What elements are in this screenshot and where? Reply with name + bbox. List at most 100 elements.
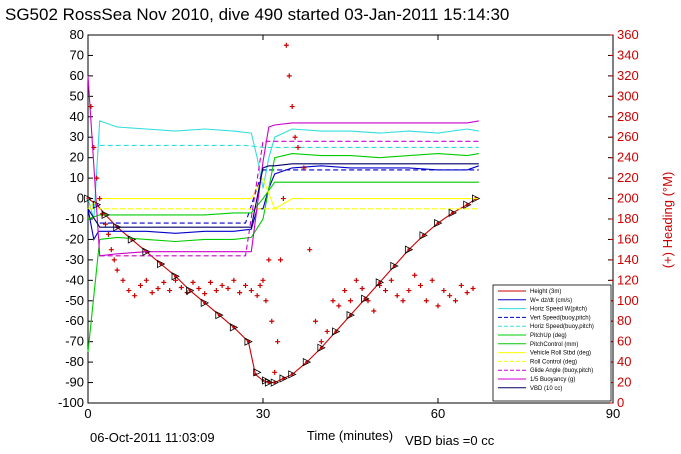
heading-point <box>111 257 117 263</box>
height-point <box>465 203 469 207</box>
heading-point <box>400 298 406 304</box>
legend-label: Height (3m) <box>530 289 561 295</box>
height-point <box>217 313 221 317</box>
height-point <box>203 301 207 305</box>
height-point <box>436 221 440 225</box>
tilt-marker <box>229 323 239 332</box>
right-tick-label: 340 <box>617 47 639 62</box>
tilt-marker <box>448 208 457 218</box>
bottom-axis-ticks: 0 30 60 90 <box>84 35 620 421</box>
heading-point <box>342 288 348 294</box>
heading-point <box>470 286 476 292</box>
left-tick-label: -70 <box>65 334 84 349</box>
heading-point <box>149 290 155 296</box>
series-line-pitchcontrol-mm <box>87 181 479 220</box>
tilt-marker <box>375 278 385 287</box>
legend-label: Glide Angle (buoy,pitch) <box>530 368 593 374</box>
left-tick-label: 40 <box>70 109 84 124</box>
bottom-tick-label: 90 <box>606 406 620 421</box>
tilt-marker <box>270 378 280 387</box>
bottom-tick-label: 60 <box>431 406 445 421</box>
tilt-marker <box>472 194 481 203</box>
left-tick-label: -40 <box>65 272 84 287</box>
heading-point <box>286 73 292 79</box>
heading-point <box>295 144 301 150</box>
tilt-marker <box>113 223 122 232</box>
height-point <box>407 248 411 252</box>
right-tick-label: 360 <box>617 27 639 42</box>
height-point <box>319 346 323 350</box>
heading-point <box>318 339 324 345</box>
bottom-tick-label: 30 <box>256 406 270 421</box>
legend: Height (3m) W= dz/dt (cm/s) Horiz Speed W(… <box>492 284 612 402</box>
tilt-marker <box>302 357 312 367</box>
legend-label: VBD (10 cc) <box>530 386 562 392</box>
tilt-marker <box>101 210 110 220</box>
heading-point <box>260 277 266 283</box>
heading-point <box>429 277 435 283</box>
heading-point <box>423 298 429 304</box>
heading-point <box>453 298 458 304</box>
tilt-marker <box>157 259 166 269</box>
heading-point <box>263 298 269 304</box>
heading-point <box>292 134 298 140</box>
left-tick-label: 20 <box>70 150 84 165</box>
heading-point <box>97 196 103 202</box>
left-tick-label: -100 <box>58 395 84 410</box>
heading-point <box>213 288 219 294</box>
heading-point <box>336 303 342 309</box>
right-tick-label: 160 <box>617 231 639 246</box>
height-point <box>349 313 352 317</box>
tilt-marker <box>142 247 151 256</box>
heading-point <box>435 303 441 309</box>
height-point <box>281 376 285 380</box>
heading-point <box>278 257 283 263</box>
tilt-marker <box>390 261 399 271</box>
heading-point <box>126 288 132 294</box>
right-tick-label: 240 <box>617 150 639 165</box>
heading-point <box>100 211 106 217</box>
series-layer <box>84 42 481 387</box>
heading-point <box>190 279 196 285</box>
right-tick-label: 320 <box>617 68 639 83</box>
series-line-vert-speed-buoy-pitch <box>99 169 479 224</box>
heading-point <box>458 282 464 288</box>
series-line-horiz-speed-w-pitch <box>87 120 479 220</box>
heading-point <box>161 279 167 285</box>
legend-label: PitchUp (deg) <box>530 333 567 339</box>
heading-point <box>272 369 278 375</box>
tilt-marker <box>317 343 326 352</box>
height-point <box>188 289 192 293</box>
heading-point <box>105 231 111 237</box>
heading-point <box>178 284 184 290</box>
right-axis-ticks: 3603403203002802602402202001801601401201… <box>610 27 639 410</box>
height-point <box>334 329 338 333</box>
series-line-w-dz-dt-cm-s <box>87 165 479 241</box>
heading-point <box>196 286 202 292</box>
right-tick-label: 180 <box>617 211 639 226</box>
series-line-vbd-10-cc <box>87 163 479 228</box>
heading-point <box>103 221 108 227</box>
left-tick-label: 0 <box>77 191 84 206</box>
x-axis-label: Time (minutes) <box>307 428 393 443</box>
heading-point <box>231 277 237 283</box>
height-point <box>392 264 396 268</box>
series-line-vehicle-roll-stbd-deg <box>87 176 479 210</box>
tilt-marker <box>171 272 180 281</box>
right-tick-label: 80 <box>617 313 631 328</box>
heading-point <box>412 272 418 278</box>
heading-point <box>120 277 126 283</box>
series-line-glide-angle-buoy-pitch <box>99 140 479 257</box>
right-tick-label: 260 <box>617 129 639 144</box>
heading-point <box>441 288 447 294</box>
heading-point <box>243 282 248 288</box>
left-axis-ticks: 80 70 60 50 40 30 20 10 0 -10 -20 -30 -40 -50 -60 -70 -8… <box>58 27 613 410</box>
height-point <box>451 211 455 215</box>
left-tick-label: -20 <box>65 231 84 246</box>
right-tick-label: 40 <box>617 354 631 369</box>
plot-title: SG502 RossSea Nov 2010, dive 490 started… <box>5 5 509 24</box>
heading-point <box>388 277 394 283</box>
left-tick-label: 60 <box>70 68 84 83</box>
left-tick-label: -90 <box>65 375 84 390</box>
heading-point <box>371 308 377 314</box>
